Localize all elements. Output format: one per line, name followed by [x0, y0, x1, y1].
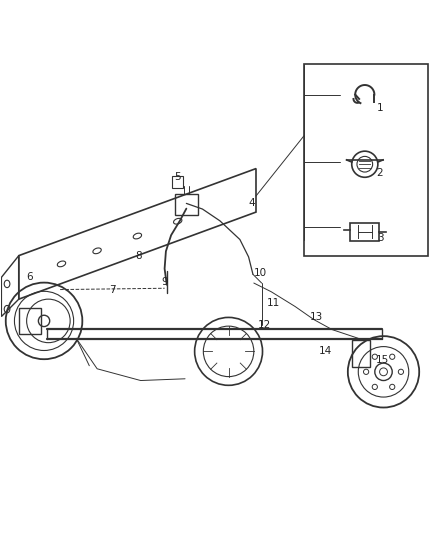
Text: 7: 7	[109, 286, 116, 295]
Text: 10: 10	[254, 268, 267, 278]
Text: 5: 5	[174, 172, 181, 182]
Text: 14: 14	[319, 346, 332, 357]
Text: 2: 2	[377, 168, 383, 178]
Text: 12: 12	[258, 320, 271, 330]
Text: 4: 4	[248, 198, 255, 208]
Bar	[19, 308, 42, 334]
Bar	[350, 223, 379, 241]
Bar	[304, 64, 428, 256]
Text: 13: 13	[310, 312, 324, 321]
Text: 1: 1	[377, 103, 383, 112]
Text: 15: 15	[375, 355, 389, 365]
Bar	[175, 194, 198, 215]
Bar	[352, 340, 371, 367]
Text: 8: 8	[135, 251, 142, 261]
Text: 6: 6	[26, 272, 33, 282]
Text: 11: 11	[267, 298, 280, 309]
Bar	[172, 176, 184, 188]
Text: 3: 3	[377, 233, 383, 243]
Text: 9: 9	[161, 277, 168, 287]
